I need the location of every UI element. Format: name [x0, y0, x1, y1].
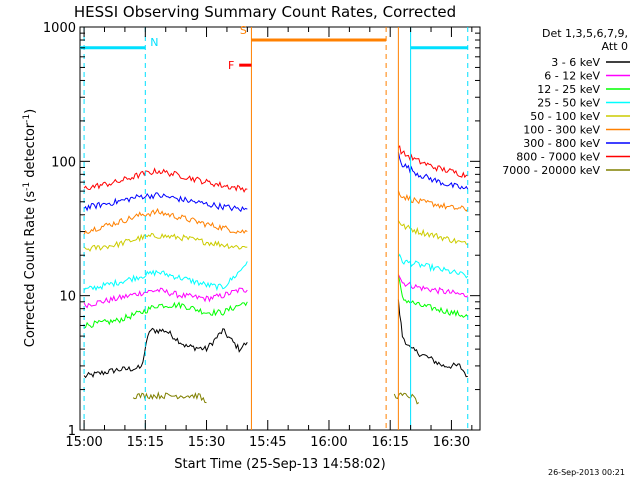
chart-title: HESSI Observing Summary Count Rates, Cor…	[74, 3, 456, 21]
series-line-6-segment-1	[397, 152, 469, 190]
ticks-layer: 15:00 15:15 15:30 15:45 16:00 16:15 16:30 1 10 10…	[43, 21, 480, 450]
x-tick-label-0: 15:00	[65, 435, 102, 450]
legend-label-8: 7000 - 20000 keV	[502, 164, 600, 177]
footer-date: 26-Sep-2013 00:21	[548, 468, 625, 477]
flag-label-3: F	[228, 59, 234, 72]
legend-label-7: 800 - 7000 keV	[516, 151, 600, 164]
legend-label-6: 300 - 800 keV	[523, 137, 600, 150]
legend-label-2: 12 - 25 keV	[537, 83, 600, 96]
series-line-2-segment-1	[397, 275, 469, 318]
y-tick-label-1: 10	[59, 290, 76, 305]
legend-label-3: 25 - 50 keV	[537, 97, 600, 110]
y-axis-label: Corrected Count Rate (s-1 detector-1)	[22, 109, 38, 347]
series-line-1-segment-0	[83, 287, 248, 309]
series-line-4-segment-1	[397, 220, 468, 246]
x-tick-label-5: 16:15	[371, 435, 408, 450]
series-line-3-segment-0	[83, 261, 248, 292]
legend-label-5: 100 - 300 keV	[523, 124, 600, 137]
vertical-lines-layer	[83, 27, 469, 430]
series-line-7-segment-0	[83, 167, 248, 193]
y-axis-label-part2: detector	[23, 122, 38, 182]
series-line-0-segment-0	[83, 327, 248, 379]
legend-label-0: 3 - 6 keV	[551, 56, 600, 69]
x-tick-label-2: 15:30	[188, 435, 225, 450]
series-line-7-segment-1	[398, 144, 468, 179]
series-line-5-segment-0	[83, 207, 248, 235]
y-tick-label-0: 1	[68, 424, 76, 439]
y-tick-label-3: 1000	[43, 21, 76, 36]
series-line-0-segment-1	[397, 299, 468, 378]
series-line-8-segment-0	[132, 391, 207, 404]
series-line-1-segment-1	[397, 274, 469, 298]
plot-frame	[79, 26, 481, 431]
x-axis-label: Start Time (25-Sep-13 14:58:02)	[174, 457, 385, 472]
series-line-4-segment-0	[83, 232, 248, 252]
y-axis-label-sup1: -1	[22, 182, 32, 191]
legend-label-1: 6 - 12 keV	[544, 70, 600, 83]
series-line-6-segment-0	[83, 192, 248, 213]
x-tick-label-6: 16:30	[433, 435, 470, 450]
legend-label-4: 50 - 100 keV	[530, 110, 600, 123]
series-line-2-segment-0	[83, 301, 248, 329]
series-line-5-segment-1	[397, 190, 469, 212]
x-tick-label-3: 15:45	[249, 435, 286, 450]
y-axis-label-part3: )	[23, 109, 38, 114]
y-axis-label-part1: Corrected Count Rate (s	[23, 191, 38, 348]
flag-label-2: S	[240, 24, 247, 37]
series-line-3-segment-1	[397, 253, 469, 279]
series-layer	[83, 144, 469, 405]
flags-layer: NNSF	[80, 24, 468, 72]
x-tick-label-1: 15:15	[127, 435, 164, 450]
legend-header-line1: Det 1,3,5,6,7,9,	[542, 27, 628, 40]
flag-label-0: N	[150, 36, 158, 49]
y-axis-label-sup2: -1	[22, 114, 32, 123]
plot-area: NNSF 15:0015:1515:3015:4516:0016:1516:30…	[43, 21, 481, 450]
x-tick-label-4: 16:00	[310, 435, 347, 450]
legend-header-line2: Att 0	[602, 40, 628, 53]
y-tick-label-2: 100	[51, 155, 76, 170]
